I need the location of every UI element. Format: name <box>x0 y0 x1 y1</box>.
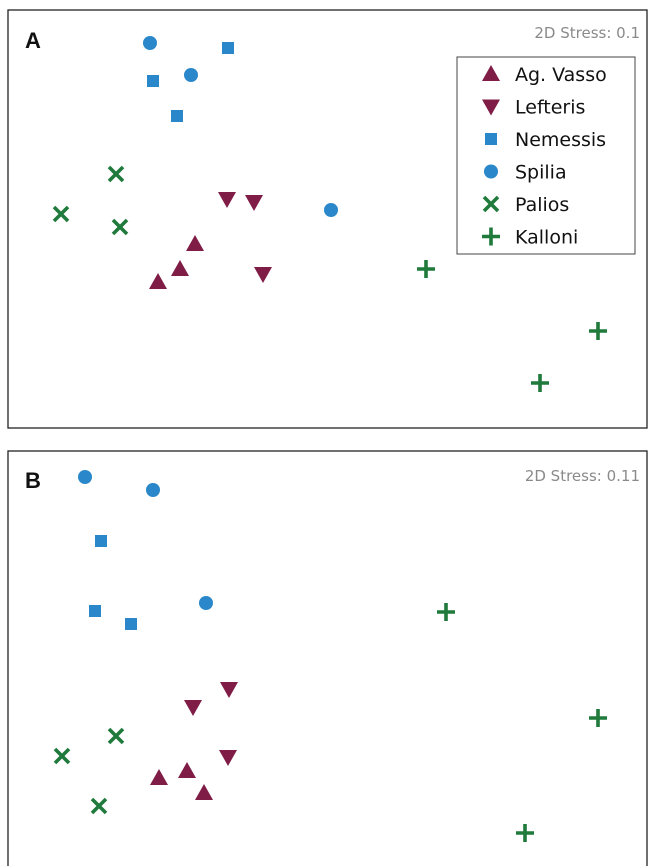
legend-label-spilia: Spilia <box>515 162 567 184</box>
point-lefteris-2 <box>184 700 202 716</box>
legend-label-palios: Palios <box>515 194 569 216</box>
point-ag-vasso-2 <box>171 260 189 276</box>
legend-label-nemessis: Nemessis <box>515 129 606 151</box>
point-palios-2 <box>53 747 71 765</box>
legend-label-kalloni: Kalloni <box>515 227 578 249</box>
point-kalloni-2 <box>589 322 607 340</box>
point-ag-vasso-1 <box>150 769 168 785</box>
legend-marker-spilia <box>484 164 498 179</box>
point-ag-vasso-1 <box>186 235 204 251</box>
legend-label-ag-vasso: Ag. Vasso <box>515 64 607 86</box>
point-nemessis-3 <box>125 618 137 630</box>
panel-b-label: B <box>25 468 41 493</box>
point-palios-3 <box>90 797 108 815</box>
point-lefteris-1 <box>220 682 238 698</box>
point-ag-vasso-2 <box>178 762 196 778</box>
point-kalloni-3 <box>531 374 549 392</box>
point-nemessis-1 <box>222 42 234 54</box>
point-palios-3 <box>111 218 129 236</box>
point-spilia-2 <box>184 68 198 82</box>
point-lefteris-3 <box>254 267 272 283</box>
point-nemessis-2 <box>89 605 101 617</box>
legend-marker-palios <box>482 195 500 213</box>
panel-a-points <box>52 36 607 392</box>
panel-b-frame <box>7 450 648 866</box>
point-kalloni-1 <box>437 603 455 621</box>
point-spilia-1 <box>78 470 92 484</box>
point-ag-vasso-3 <box>149 273 167 289</box>
point-nemessis-1 <box>95 535 107 547</box>
panel-a: A 2D Stress: 0.1 Ag. Vasso Lefteris Nemess… <box>7 9 648 429</box>
legend-marker-ag-vasso <box>482 65 500 81</box>
point-lefteris-1 <box>218 192 236 208</box>
panel-b-stress-label: 2D Stress: 0.11 <box>525 467 640 485</box>
point-spilia-1 <box>143 36 157 50</box>
point-lefteris-3 <box>219 750 237 766</box>
panel-a-label: A <box>25 28 41 53</box>
point-spilia-3 <box>324 203 338 217</box>
panel-b-points <box>53 470 607 842</box>
legend-label-lefteris: Lefteris <box>515 97 585 119</box>
point-kalloni-1 <box>417 260 435 278</box>
legend-box <box>456 56 636 255</box>
point-ag-vasso-3 <box>195 784 213 800</box>
point-kalloni-3 <box>516 824 534 842</box>
point-spilia-2 <box>146 483 160 497</box>
point-palios-1 <box>107 165 125 183</box>
point-nemessis-3 <box>171 110 183 122</box>
point-spilia-3 <box>199 596 213 610</box>
point-nemessis-2 <box>147 75 159 87</box>
point-lefteris-2 <box>245 195 263 211</box>
point-palios-1 <box>107 727 125 745</box>
legend-marker-nemessis <box>485 133 497 145</box>
legend-marker-kalloni <box>482 227 500 246</box>
point-palios-2 <box>52 205 70 223</box>
legend-marker-lefteris <box>482 99 500 116</box>
panel-b: B 2D Stress: 0.11 <box>7 450 648 866</box>
point-kalloni-2 <box>589 709 607 727</box>
legend: Ag. Vasso Lefteris Nemessis Spilia Palios Kal… <box>456 56 636 255</box>
panel-a-stress-label: 2D Stress: 0.1 <box>534 24 640 42</box>
